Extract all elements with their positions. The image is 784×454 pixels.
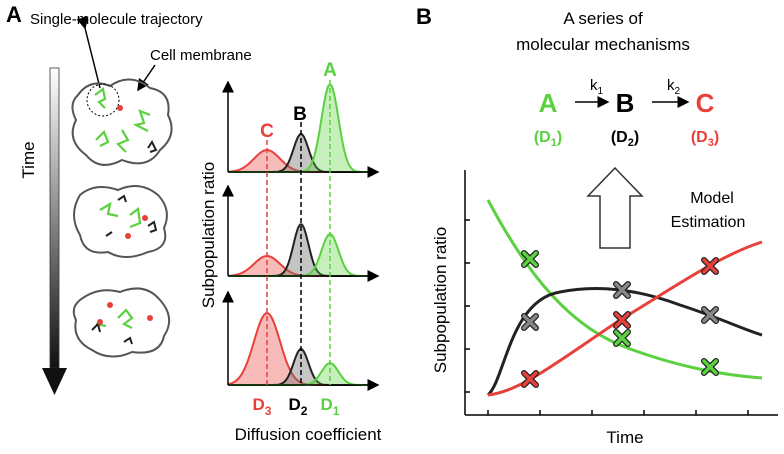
distribution-area: [228, 313, 372, 385]
axes: [464, 170, 778, 416]
marker: [522, 251, 538, 267]
marker: [614, 330, 630, 346]
title-line: A series of: [563, 9, 643, 28]
time-arrow: [42, 368, 67, 395]
distribution-area: [228, 349, 372, 385]
y-axis-label: Subpopulation ratio: [199, 162, 218, 309]
time-label: Time: [19, 141, 38, 178]
estimation-label: Estimation: [671, 214, 746, 231]
species: A: [539, 88, 558, 118]
black-trajectories: [91, 140, 158, 345]
green-trajectories: [94, 87, 151, 329]
marker: [614, 282, 630, 298]
d-label: D2: [289, 395, 308, 418]
x-axis-label: Diffusion coefficient: [235, 425, 382, 444]
species-d: (D3): [691, 129, 719, 149]
marker: [522, 314, 538, 330]
rate: k2: [667, 77, 681, 97]
markers: [521, 250, 719, 388]
rate: k1: [590, 77, 604, 97]
distribution-area: [228, 134, 372, 172]
estimation-arrow: [586, 166, 644, 249]
pointer: [76, 16, 101, 89]
d-label: D1: [321, 395, 340, 418]
distribution-area: [228, 224, 372, 276]
d-label: D3: [253, 395, 272, 418]
x-axis-label: Time: [606, 428, 643, 447]
marker: [702, 307, 718, 323]
pointer: [137, 64, 156, 92]
y-axis-label: Subpopulation ratio: [431, 227, 450, 374]
red-trajectories: [97, 105, 153, 325]
trajectory-label: Single-molecule trajectory: [30, 11, 203, 28]
distribution-area: [228, 150, 372, 172]
species-d: (D2): [611, 129, 639, 149]
cells: [71, 78, 173, 358]
membrane-label: Cell membrane: [150, 47, 252, 64]
highlight-circle: [86, 83, 120, 117]
peak-label: C: [260, 121, 274, 142]
marker: [702, 258, 718, 274]
distribution-plots: [222, 80, 380, 391]
marker: [702, 359, 718, 375]
distribution-area: [228, 256, 372, 276]
panel-label: B: [416, 4, 432, 29]
species: B: [616, 88, 635, 118]
peak-label: A: [323, 60, 337, 81]
marker: [614, 312, 630, 328]
estimation-label: Model: [690, 190, 734, 207]
species-d: (D1): [534, 129, 562, 149]
time-bar: [49, 67, 60, 369]
marker: [522, 371, 538, 387]
title-line: molecular mechanisms: [516, 35, 690, 54]
species: C: [696, 88, 715, 118]
panel-label: A: [6, 2, 22, 27]
peak-label: B: [293, 104, 307, 125]
